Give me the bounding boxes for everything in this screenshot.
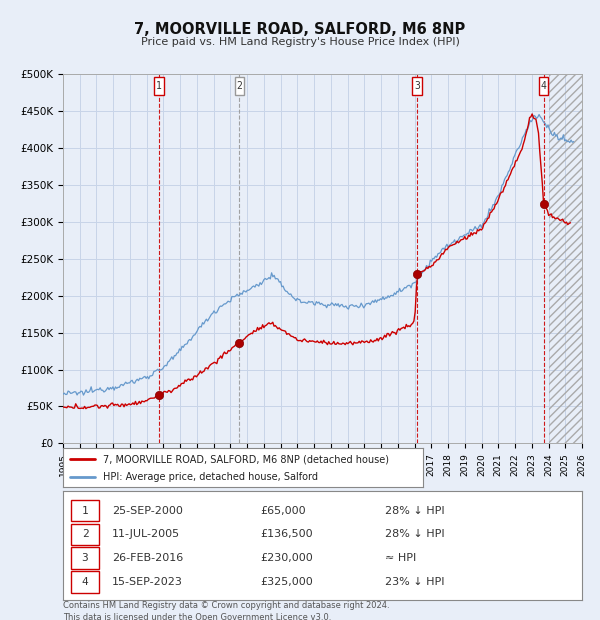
Text: 23% ↓ HPI: 23% ↓ HPI <box>385 577 444 587</box>
Text: 2: 2 <box>236 81 242 91</box>
Text: 1: 1 <box>156 81 162 91</box>
FancyBboxPatch shape <box>71 500 100 521</box>
FancyBboxPatch shape <box>154 77 164 95</box>
Text: ≈ HPI: ≈ HPI <box>385 553 416 564</box>
Text: £136,500: £136,500 <box>260 529 313 539</box>
Text: 3: 3 <box>414 81 420 91</box>
Text: Price paid vs. HM Land Registry's House Price Index (HPI): Price paid vs. HM Land Registry's House … <box>140 37 460 47</box>
Text: 15-SEP-2023: 15-SEP-2023 <box>112 577 183 587</box>
Text: 28% ↓ HPI: 28% ↓ HPI <box>385 529 445 539</box>
Text: 26-FEB-2016: 26-FEB-2016 <box>112 553 184 564</box>
Text: 28% ↓ HPI: 28% ↓ HPI <box>385 505 445 516</box>
FancyBboxPatch shape <box>235 77 244 95</box>
FancyBboxPatch shape <box>71 523 100 546</box>
Text: 7, MOORVILLE ROAD, SALFORD, M6 8NP: 7, MOORVILLE ROAD, SALFORD, M6 8NP <box>134 22 466 37</box>
Bar <box>548 74 582 443</box>
FancyBboxPatch shape <box>71 572 100 593</box>
FancyBboxPatch shape <box>412 77 422 95</box>
Text: £325,000: £325,000 <box>260 577 313 587</box>
Text: 4: 4 <box>541 81 547 91</box>
Text: Contains HM Land Registry data © Crown copyright and database right 2024.
This d: Contains HM Land Registry data © Crown c… <box>63 601 389 620</box>
Text: 11-JUL-2005: 11-JUL-2005 <box>112 529 181 539</box>
Text: HPI: Average price, detached house, Salford: HPI: Average price, detached house, Salf… <box>103 472 317 482</box>
Text: 3: 3 <box>82 553 88 564</box>
FancyBboxPatch shape <box>539 77 548 95</box>
Text: 2: 2 <box>82 529 88 539</box>
Text: 25-SEP-2000: 25-SEP-2000 <box>112 505 183 516</box>
Text: £230,000: £230,000 <box>260 553 313 564</box>
Text: 4: 4 <box>82 577 88 587</box>
Text: £65,000: £65,000 <box>260 505 306 516</box>
Bar <box>548 74 582 443</box>
FancyBboxPatch shape <box>71 547 100 569</box>
Text: 7, MOORVILLE ROAD, SALFORD, M6 8NP (detached house): 7, MOORVILLE ROAD, SALFORD, M6 8NP (deta… <box>103 454 389 464</box>
Text: 1: 1 <box>82 505 88 516</box>
